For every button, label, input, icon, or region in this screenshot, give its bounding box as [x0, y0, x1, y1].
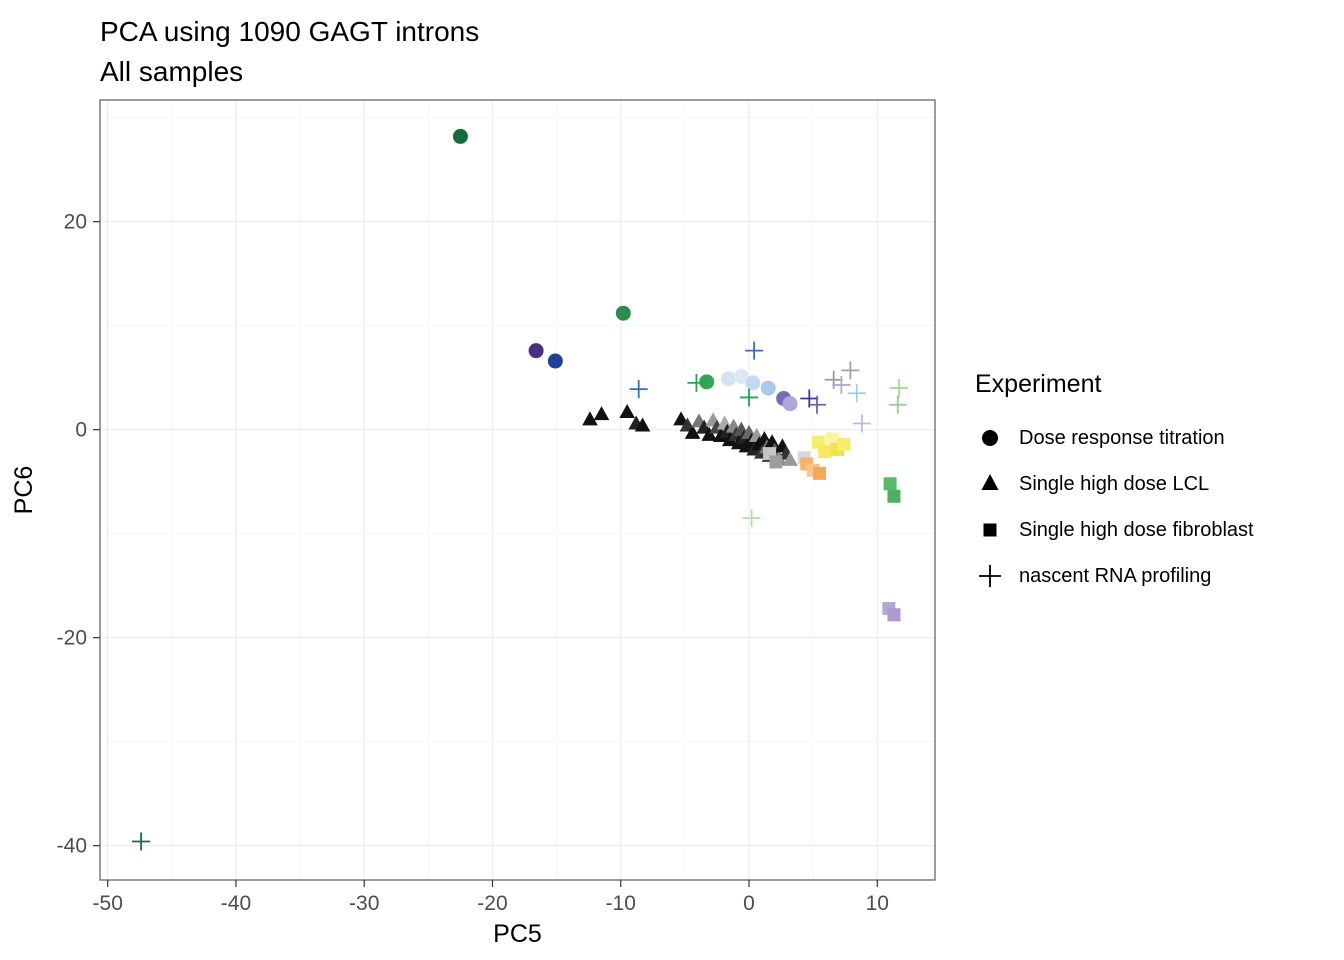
- data-point-circle: [720, 371, 736, 387]
- x-tick-label: -40: [221, 892, 251, 915]
- data-point-plus: [745, 341, 764, 360]
- data-point-triangle: [593, 406, 610, 421]
- data-point-triangle: [716, 415, 733, 430]
- legend: Experiment Dose response titration Singl…: [975, 370, 1254, 599]
- data-point-circle: [733, 369, 749, 385]
- chart-title: PCA using 1090 GAGT introns: [100, 16, 480, 47]
- circle-glyph-icon: [982, 430, 998, 446]
- data-point-square: [883, 477, 897, 491]
- data-point-triangle: [582, 411, 598, 426]
- data-point-square: [837, 437, 851, 451]
- legend-item-single-high-dose-lcl: Single high dose LCL: [975, 461, 1254, 507]
- legend-item-label: Single high dose fibroblast: [1019, 518, 1254, 541]
- data-point-triangle: [701, 426, 718, 441]
- data-point-plus: [629, 380, 648, 399]
- legend-item-dose-response: Dose response titration: [975, 415, 1254, 461]
- data-point-triangle: [619, 404, 635, 419]
- data-point-circle: [745, 375, 761, 391]
- data-point-square: [825, 432, 839, 446]
- panel-border: [99, 99, 936, 881]
- legend-item-label: Dose response titration: [1019, 426, 1225, 449]
- title-block: PCA using 1090 GAGT introns All samples: [100, 12, 479, 92]
- data-point-circle: [615, 305, 631, 321]
- data-point-triangle: [673, 411, 689, 426]
- data-point-plus: [740, 388, 759, 407]
- x-axis-title: PC5: [493, 920, 542, 948]
- x-tick-label: -50: [93, 892, 123, 915]
- data-point-plus: [847, 384, 866, 403]
- data-point-plus: [132, 832, 151, 851]
- data-point-circle: [699, 374, 715, 390]
- x-tick-label: -10: [606, 892, 636, 915]
- data-point-square: [887, 489, 901, 503]
- triangle-glyph-icon: [981, 474, 999, 490]
- y-tick-label: -40: [57, 835, 87, 858]
- legend-title: Experiment: [975, 370, 1102, 398]
- data-point-circle: [547, 353, 563, 369]
- y-tick-label: -20: [57, 627, 87, 650]
- legend-item-single-high-dose-fibroblast: Single high dose fibroblast: [975, 507, 1254, 553]
- data-point-triangle: [634, 417, 651, 432]
- data-point-square: [813, 466, 827, 480]
- chart-subtitle: All samples: [100, 56, 244, 87]
- legend-item-label: nascent RNA profiling: [1019, 564, 1212, 587]
- x-tick-label: 10: [866, 892, 889, 915]
- y-axis-title: PC6: [10, 466, 38, 515]
- y-tick-label: 20: [64, 211, 87, 234]
- data-point-square: [818, 445, 832, 459]
- data-point-plus: [888, 395, 907, 414]
- data-point-plus: [841, 361, 860, 380]
- square-glyph-icon: [983, 523, 997, 537]
- x-tick-label: -20: [477, 892, 507, 915]
- data-point-triangle: [782, 451, 798, 466]
- data-point-plus: [852, 414, 871, 433]
- plus-glyph-icon: [979, 565, 1001, 587]
- data-point-circle: [452, 128, 468, 144]
- data-point-circle: [528, 343, 544, 359]
- data-point-plus: [832, 375, 851, 394]
- y-tick-label: 0: [75, 419, 87, 442]
- data-point-circle: [760, 380, 776, 396]
- data-point-plus: [687, 373, 706, 392]
- legend-item-nascent-rna-profiling: nascent RNA profiling: [975, 553, 1254, 599]
- data-point-circle: [782, 396, 798, 412]
- plot-panel: [100, 100, 935, 880]
- data-point-plus: [742, 509, 761, 528]
- data-point-plus: [807, 395, 826, 414]
- x-tick-label: 0: [743, 892, 755, 915]
- data-point-plus: [890, 379, 909, 398]
- data-point-triangle: [712, 427, 729, 442]
- data-point-square: [769, 455, 783, 469]
- data-point-triangle: [764, 434, 780, 449]
- x-tick-label: -30: [349, 892, 379, 915]
- data-point-square: [887, 608, 901, 622]
- legend-item-label: Single high dose LCL: [1019, 472, 1210, 495]
- data-point-triangle: [684, 424, 701, 439]
